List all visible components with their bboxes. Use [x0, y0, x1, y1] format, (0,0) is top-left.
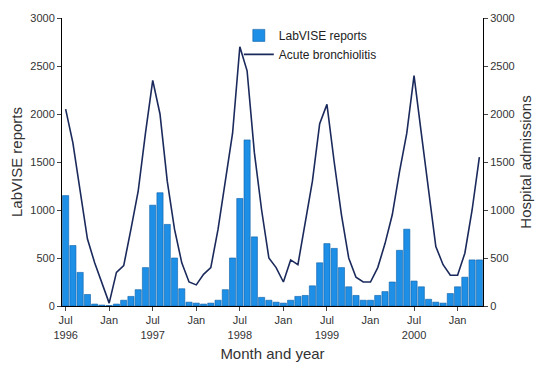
svg-text:1500: 1500: [490, 156, 514, 168]
svg-text:Jan: Jan: [449, 314, 467, 326]
svg-text:Jul1998: Jul1998: [228, 314, 252, 340]
svg-text:2500: 2500: [490, 60, 514, 72]
svg-text:Jan: Jan: [100, 314, 118, 326]
svg-text:1000: 1000: [30, 204, 54, 216]
svg-text:3000: 3000: [30, 12, 54, 24]
svg-text:Month and year: Month and year: [220, 345, 324, 362]
svg-text:Jul1996: Jul1996: [53, 314, 77, 340]
svg-text:0: 0: [490, 300, 496, 312]
svg-text:Jul2000: Jul2000: [402, 314, 426, 340]
svg-text:500: 500: [490, 252, 508, 264]
svg-text:2500: 2500: [30, 60, 54, 72]
svg-text:Acute bronchiolitis: Acute bronchiolitis: [279, 48, 376, 62]
svg-text:Jan: Jan: [187, 314, 205, 326]
svg-text:1500: 1500: [30, 156, 54, 168]
svg-text:1000: 1000: [490, 204, 514, 216]
svg-text:LabVISE reports: LabVISE reports: [279, 29, 367, 43]
svg-text:2000: 2000: [30, 108, 54, 120]
svg-text:3000: 3000: [490, 12, 514, 24]
svg-text:Jan: Jan: [362, 314, 380, 326]
svg-text:500: 500: [36, 252, 54, 264]
svg-text:Hospital admissions: Hospital admissions: [517, 95, 534, 228]
svg-text:Jul1997: Jul1997: [140, 314, 164, 340]
svg-text:LabVISE reports: LabVISE reports: [8, 107, 25, 217]
svg-text:Jan: Jan: [275, 314, 293, 326]
svg-text:Jul1999: Jul1999: [315, 314, 339, 340]
svg-text:0: 0: [49, 300, 55, 312]
svg-text:2000: 2000: [490, 108, 514, 120]
